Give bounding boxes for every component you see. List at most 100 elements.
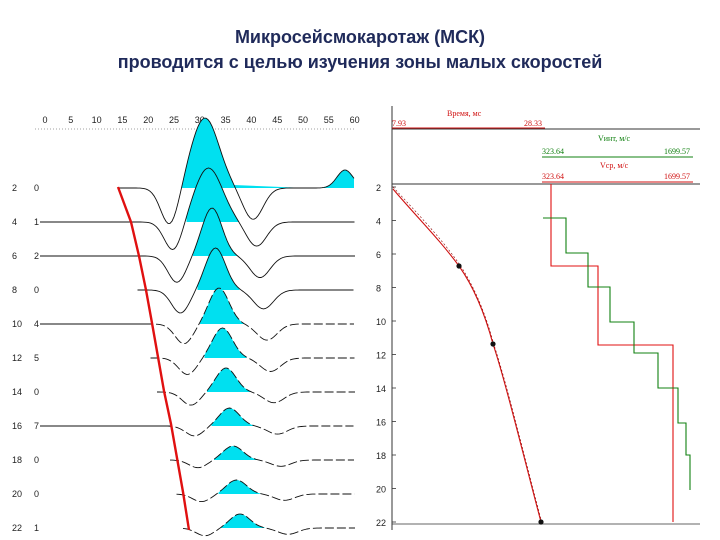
time-scale-header: Время, мс 7.93 28.33 [392,109,545,129]
depth-tick-label: 14 [376,384,386,394]
vint-header-label: Vинт, м/с [598,134,631,143]
time-axis-ticks: 0 5 10 15 20 25 30 35 40 45 50 55 60 [42,115,359,125]
slide-title-line1: Микросейсмокаротаж (МСК) [234,27,486,47]
depth-label: 16 [12,421,22,431]
time-tick-label: 10 [92,115,102,125]
trace-number-label: 0 [34,455,39,465]
depth-label: 4 [12,217,17,227]
trace-number-label: 0 [34,489,39,499]
time-tick-label: 30 [195,115,205,125]
interval-velocity-curve [543,217,691,490]
vav-min-label: 323.64 [542,172,564,181]
trace-number-label: 0 [34,387,39,397]
time-tick-label: 20 [143,115,153,125]
time-tick-label: 40 [246,115,256,125]
vint-scale-header: Vинт, м/с 323.64 1699.57 [542,134,693,158]
depth-labels: 2 04 16 28 010 412 514 016 718 020 022 1 [12,183,170,533]
trace-number-label: 0 [34,183,39,193]
depth-tick-label: 16 [376,418,386,428]
time-tick-label: 45 [272,115,282,125]
time-max-label: 28.33 [524,119,542,128]
trace-number-label: 1 [34,217,39,227]
trace-wiggle [137,247,354,314]
trace-number-label: 5 [34,353,39,363]
trace-peak-fill [218,480,261,494]
first-break-pick-line [116,186,191,531]
depth-label: 10 [12,319,22,329]
vint-min-label: 323.64 [542,147,564,156]
trace-wiggle [157,367,355,406]
trace-number-label: 0 [34,285,39,295]
time-min-label: 7.93 [392,119,406,128]
depth-tick-label: 2 [376,183,381,193]
time-tick-label: 50 [298,115,308,125]
trace-wiggle [118,117,355,224]
depth-tick-label: 18 [376,451,386,461]
depth-label: 18 [12,455,22,465]
depth-tick-label: 22 [376,518,386,528]
picked-point-3 [538,519,544,525]
trace-peak-fill [214,446,258,460]
trace-number-label: 7 [34,421,39,431]
trace-peak-fill [207,368,251,392]
depth-label: 6 [12,251,17,261]
depth-tick-label: 6 [376,250,381,260]
vint-max-label: 1699.57 [664,147,690,156]
pick-curve [116,186,191,531]
trace-number-label: 1 [34,523,39,533]
average-velocity-curve [550,184,674,522]
trace-wiggle [144,287,354,345]
time-tick-label: 5 [68,115,73,125]
vav-header-label: Vср, м/с [600,161,629,170]
seismic-trace [182,513,355,537]
trace-peak-fill [182,118,354,188]
trace-peak-fill [186,168,239,222]
seismic-trace [131,207,355,283]
trace-wiggle [170,445,354,469]
trace-peak-fill [200,288,244,324]
depth-label: 2 [12,183,17,193]
depth-axis-ticks: 2 4 6 8 10 12 14 16 18 20 22 [376,183,396,528]
time-tick-label: 25 [169,115,179,125]
depth-tick-label: 4 [376,217,381,227]
depth-tick-label: 20 [376,485,386,495]
trace-number-label: 2 [34,251,39,261]
velocity-panel: Время, мс 7.93 28.33 Vинт, м/с 323.64 16… [376,106,700,530]
seismic-trace [163,407,354,437]
time-tick-label: 55 [324,115,334,125]
depth-label: 8 [12,285,17,295]
trace-number-label: 4 [34,319,39,329]
trace-peak-fill [211,408,254,426]
trace-wiggle [131,207,355,283]
depth-label: 12 [12,353,22,363]
seismic-trace [157,367,355,406]
depth-label: 22 [12,523,22,533]
depth-label: 14 [12,387,22,397]
seismic-trace [170,445,354,469]
seismic-trace [124,167,355,250]
seismic-trace [118,117,355,224]
picked-point-1 [456,263,462,269]
depth-tick-label: 12 [376,351,386,361]
trace-wiggle [176,479,355,503]
time-depth-curve [392,186,544,525]
depth-tick-label: 8 [376,284,381,294]
seismic-trace [176,479,355,503]
seismic-trace [144,287,354,345]
time-tick-label: 15 [117,115,127,125]
picked-point-2 [490,341,496,347]
time-depth-fit-line [392,186,543,524]
vav-max-label: 1699.57 [664,172,690,181]
trace-wiggle [182,513,355,537]
trace-peak-fill [221,514,265,528]
trace-wiggle [163,407,354,437]
depth-tick-label: 10 [376,317,386,327]
time-tick-label: 35 [221,115,231,125]
vav-scale-header: Vср, м/с 323.64 1699.57 [542,161,693,183]
seismic-traces [118,117,355,537]
trace-peak-fill [204,328,247,358]
trace-peak-fill [193,208,237,256]
seismic-trace [150,327,355,375]
depth-label: 20 [12,489,22,499]
